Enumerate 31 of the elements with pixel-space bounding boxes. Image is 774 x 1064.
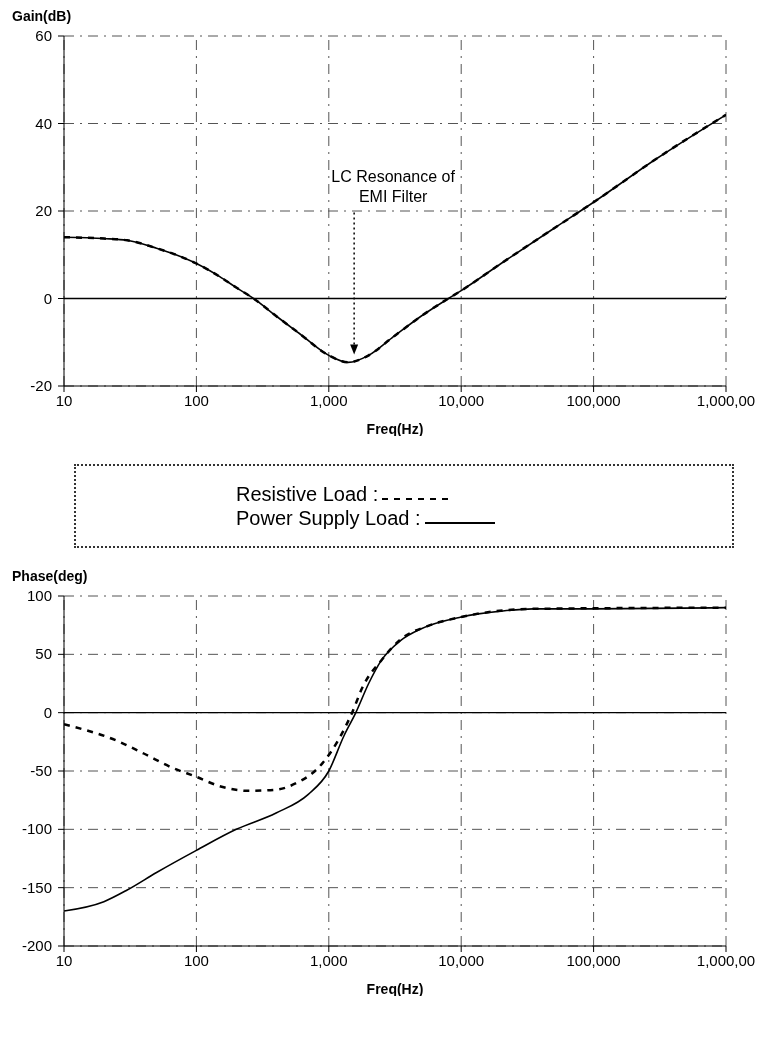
x-tick-label: 10 [55, 952, 73, 969]
x-tick-label: 10 [55, 392, 73, 409]
x-tick-label: 100,000 [566, 392, 621, 409]
annotation: LC Resonance of EMI Filter [331, 168, 456, 206]
y-axis-title: Gain(dB) [12, 8, 73, 26]
x-tick-label: 1,000,00 [696, 392, 756, 409]
y-tick-label: -50 [30, 762, 52, 779]
legend-label: Power Supply Load : [236, 506, 421, 530]
x-tick-label: 1,000,00 [696, 952, 756, 969]
legend-label: Resistive Load : [236, 482, 379, 506]
y-tick-label: -150 [21, 878, 52, 896]
y-tick-label: 0 [43, 703, 52, 721]
y-tick-label: 40 [35, 114, 52, 132]
y-axis-title: Phase(deg) [12, 568, 89, 586]
x-tick-label: 10,000 [438, 392, 485, 409]
y-tick-label: -200 [21, 937, 52, 954]
y-tick-label: 100 [26, 587, 52, 604]
y-tick-label: 60 [35, 27, 52, 44]
x-tick-label: 1,000 [310, 952, 348, 969]
y-tick-label: 50 [35, 645, 52, 663]
x-tick-label: 100 [183, 952, 209, 969]
x-tick-label: 100 [183, 392, 209, 409]
x-tick-label: 100,000 [566, 952, 621, 969]
y-tick-label: 20 [35, 202, 52, 219]
y-tick-label: -100 [21, 820, 52, 838]
x-tick-label: 1,000 [310, 392, 348, 409]
y-tick-label: 0 [43, 289, 52, 307]
x-axis-title: Freq(Hz) [366, 421, 424, 437]
x-axis-title: Freq(Hz) [366, 981, 424, 997]
y-tick-label: -20 [30, 377, 52, 394]
x-tick-label: 10,000 [438, 952, 485, 969]
